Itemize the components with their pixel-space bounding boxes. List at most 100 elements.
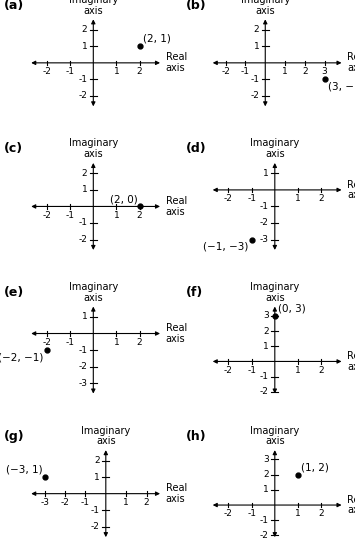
Text: Imaginary
axis: Imaginary axis xyxy=(69,282,118,303)
Text: Real
axis: Real axis xyxy=(347,495,355,515)
Text: (c): (c) xyxy=(4,143,23,155)
Text: 3: 3 xyxy=(263,455,269,464)
Text: (1, 2): (1, 2) xyxy=(301,462,329,472)
Text: 2: 2 xyxy=(82,25,87,34)
Text: -2: -2 xyxy=(224,509,233,518)
Text: 1: 1 xyxy=(82,185,87,195)
Text: Real
axis: Real axis xyxy=(347,351,355,372)
Text: -2: -2 xyxy=(250,91,259,100)
Text: 3: 3 xyxy=(322,67,327,76)
Text: -1: -1 xyxy=(78,219,87,228)
Text: 2: 2 xyxy=(253,25,259,34)
Text: Imaginary
axis: Imaginary axis xyxy=(69,138,118,159)
Text: -2: -2 xyxy=(78,235,87,244)
Text: Imaginary
axis: Imaginary axis xyxy=(241,0,290,15)
Text: Real
axis: Real axis xyxy=(347,180,355,201)
Text: -1: -1 xyxy=(247,509,256,518)
Text: (0, 3): (0, 3) xyxy=(278,304,306,314)
Text: 1: 1 xyxy=(295,366,301,375)
Text: -1: -1 xyxy=(91,506,100,515)
Text: -3: -3 xyxy=(40,498,49,507)
Text: Imaginary
axis: Imaginary axis xyxy=(250,138,299,159)
Text: -1: -1 xyxy=(247,194,256,203)
Text: 3: 3 xyxy=(263,311,269,320)
Text: -1: -1 xyxy=(260,202,269,211)
Text: 2: 2 xyxy=(94,456,100,465)
Text: -1: -1 xyxy=(250,75,259,84)
Text: Real
axis: Real axis xyxy=(165,196,187,217)
Text: 2: 2 xyxy=(137,67,142,76)
Text: -3: -3 xyxy=(260,235,269,244)
Text: 2: 2 xyxy=(137,210,142,220)
Text: (h): (h) xyxy=(186,430,206,442)
Text: Imaginary
axis: Imaginary axis xyxy=(250,425,299,446)
Text: -1: -1 xyxy=(66,210,75,220)
Text: -2: -2 xyxy=(260,219,269,228)
Text: -2: -2 xyxy=(43,67,51,76)
Text: Real
axis: Real axis xyxy=(165,52,187,73)
Text: (e): (e) xyxy=(4,286,24,299)
Text: 1: 1 xyxy=(114,210,119,220)
Text: -3: -3 xyxy=(78,379,87,388)
Text: 1: 1 xyxy=(94,473,100,482)
Text: 2: 2 xyxy=(137,338,142,347)
Text: 1: 1 xyxy=(82,312,87,321)
Text: 2: 2 xyxy=(318,509,324,518)
Text: -2: -2 xyxy=(224,194,233,203)
Text: 1: 1 xyxy=(263,485,269,494)
Text: 2: 2 xyxy=(263,470,269,479)
Text: -2: -2 xyxy=(260,387,269,396)
Text: 1: 1 xyxy=(282,67,288,76)
Text: -1: -1 xyxy=(247,366,256,375)
Text: (−1, −3): (−1, −3) xyxy=(203,242,248,252)
Text: -1: -1 xyxy=(241,67,250,76)
Text: (d): (d) xyxy=(186,143,206,155)
Text: (3, −1): (3, −1) xyxy=(328,82,355,91)
Text: 1: 1 xyxy=(123,498,129,507)
Text: 1: 1 xyxy=(263,169,269,178)
Text: (f): (f) xyxy=(186,286,203,299)
Text: -2: -2 xyxy=(43,210,51,220)
Text: (2, 0): (2, 0) xyxy=(110,194,138,204)
Text: -2: -2 xyxy=(224,366,233,375)
Text: -2: -2 xyxy=(78,362,87,371)
Text: -1: -1 xyxy=(66,67,75,76)
Text: 2: 2 xyxy=(318,194,324,203)
Text: Imaginary
axis: Imaginary axis xyxy=(69,0,118,15)
Text: 1: 1 xyxy=(114,67,119,76)
Text: 2: 2 xyxy=(263,327,269,336)
Text: -2: -2 xyxy=(260,531,269,540)
Text: (b): (b) xyxy=(186,0,206,12)
Text: (a): (a) xyxy=(4,0,24,12)
Text: 1: 1 xyxy=(114,338,119,347)
Text: 2: 2 xyxy=(302,67,308,76)
Text: 1: 1 xyxy=(82,42,87,51)
Text: 2: 2 xyxy=(318,366,324,375)
Text: -2: -2 xyxy=(221,67,230,76)
Text: 1: 1 xyxy=(263,342,269,351)
Text: -1: -1 xyxy=(81,498,90,507)
Text: -1: -1 xyxy=(260,516,269,525)
Text: -1: -1 xyxy=(78,75,87,84)
Text: -1: -1 xyxy=(78,345,87,354)
Text: -2: -2 xyxy=(61,498,70,507)
Text: -1: -1 xyxy=(260,372,269,381)
Text: 1: 1 xyxy=(253,42,259,51)
Text: -2: -2 xyxy=(43,338,51,347)
Text: -1: -1 xyxy=(66,338,75,347)
Text: Imaginary
axis: Imaginary axis xyxy=(250,282,299,303)
Text: -2: -2 xyxy=(78,91,87,100)
Text: 2: 2 xyxy=(144,498,149,507)
Text: 2: 2 xyxy=(82,169,87,178)
Text: (g): (g) xyxy=(4,430,25,442)
Text: Real
axis: Real axis xyxy=(347,52,355,73)
Text: -2: -2 xyxy=(91,522,100,531)
Text: 1: 1 xyxy=(295,509,301,518)
Text: (2, 1): (2, 1) xyxy=(143,34,171,44)
Text: 1: 1 xyxy=(295,194,301,203)
Text: Real
axis: Real axis xyxy=(165,483,187,504)
Text: (−2, −1): (−2, −1) xyxy=(0,353,44,363)
Text: Real
axis: Real axis xyxy=(165,323,187,344)
Text: (−3, 1): (−3, 1) xyxy=(6,465,43,475)
Text: Imaginary
axis: Imaginary axis xyxy=(81,425,130,446)
